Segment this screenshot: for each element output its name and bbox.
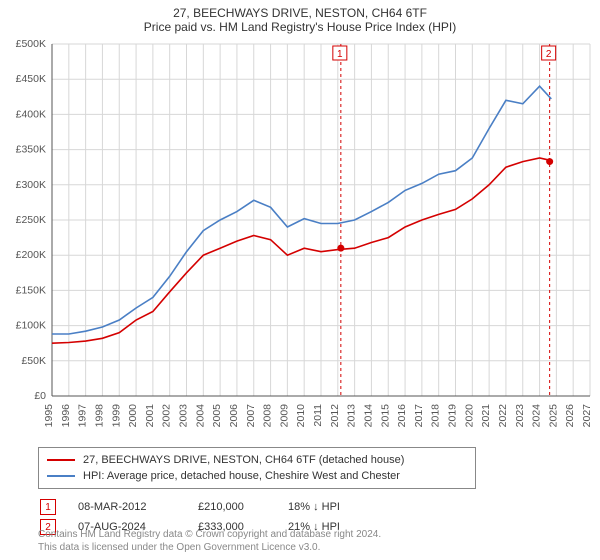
legend-swatch — [47, 475, 75, 477]
svg-text:£50K: £50K — [21, 355, 46, 367]
svg-text:2003: 2003 — [178, 404, 190, 428]
svg-text:£400K: £400K — [16, 108, 46, 120]
svg-text:2010: 2010 — [295, 404, 307, 428]
svg-text:2018: 2018 — [430, 404, 442, 428]
svg-text:2000: 2000 — [127, 404, 139, 428]
svg-text:2005: 2005 — [211, 404, 223, 428]
svg-text:2020: 2020 — [463, 404, 475, 428]
svg-text:2011: 2011 — [312, 404, 324, 427]
svg-text:1997: 1997 — [77, 404, 89, 428]
svg-text:2008: 2008 — [262, 404, 274, 428]
footer-line1: Contains HM Land Registry data © Crown c… — [38, 529, 588, 542]
legend-item-property: 27, BEECHWAYS DRIVE, NESTON, CH64 6TF (d… — [47, 452, 467, 468]
svg-text:£150K: £150K — [16, 284, 46, 296]
svg-text:£200K: £200K — [16, 249, 46, 261]
svg-text:1996: 1996 — [60, 404, 72, 428]
legend-label: 27, BEECHWAYS DRIVE, NESTON, CH64 6TF (d… — [83, 454, 404, 466]
page-subtitle: Price paid vs. HM Land Registry's House … — [0, 20, 600, 36]
chart-area: £0 £50K £100K £150K £200K £250K £300K £350K £400… — [0, 36, 600, 441]
svg-text:£350K: £350K — [16, 144, 46, 156]
svg-text:2026: 2026 — [564, 404, 576, 428]
svg-text:2019: 2019 — [447, 404, 459, 428]
svg-text:2004: 2004 — [194, 404, 206, 428]
svg-text:£300K: £300K — [16, 179, 46, 191]
svg-text:2014: 2014 — [362, 404, 374, 428]
svg-text:1999: 1999 — [110, 404, 122, 428]
svg-text:2007: 2007 — [245, 404, 257, 428]
sale-badge: 1 — [40, 499, 56, 515]
svg-text:£250K: £250K — [16, 214, 46, 226]
sale-date: 08-MAR-2012 — [78, 501, 198, 513]
sale-rel-hpi: 18% ↓ HPI — [288, 501, 408, 513]
svg-text:2002: 2002 — [161, 404, 173, 428]
svg-text:2013: 2013 — [346, 404, 358, 428]
footer: Contains HM Land Registry data © Crown c… — [38, 529, 588, 554]
sale-row: 1 08-MAR-2012£210,00018% ↓ HPI — [40, 497, 600, 517]
svg-text:2017: 2017 — [413, 404, 425, 428]
svg-text:2025: 2025 — [547, 404, 559, 428]
price-chart: £0 £50K £100K £150K £200K £250K £300K £350K £400… — [0, 36, 600, 441]
svg-text:2015: 2015 — [379, 404, 391, 428]
svg-text:£450K: £450K — [16, 73, 46, 85]
svg-text:£0: £0 — [34, 390, 46, 402]
legend-label: HPI: Average price, detached house, Ches… — [83, 470, 400, 482]
svg-text:2021: 2021 — [480, 404, 492, 428]
svg-text:2023: 2023 — [514, 404, 526, 428]
svg-text:£100K: £100K — [16, 320, 46, 332]
svg-text:2016: 2016 — [396, 404, 408, 428]
svg-text:2009: 2009 — [278, 404, 290, 428]
svg-text:1995: 1995 — [43, 404, 55, 428]
svg-text:1: 1 — [337, 49, 343, 60]
svg-text:2012: 2012 — [329, 404, 341, 428]
svg-text:2001: 2001 — [144, 404, 156, 428]
page-title: 27, BEECHWAYS DRIVE, NESTON, CH64 6TF — [0, 0, 600, 20]
svg-text:2: 2 — [546, 49, 552, 60]
svg-text:2027: 2027 — [581, 404, 593, 428]
legend: 27, BEECHWAYS DRIVE, NESTON, CH64 6TF (d… — [38, 447, 476, 489]
svg-text:2022: 2022 — [497, 404, 509, 428]
footer-line2: This data is licensed under the Open Gov… — [38, 542, 588, 555]
svg-text:2024: 2024 — [531, 404, 543, 428]
legend-swatch — [47, 459, 75, 461]
legend-item-hpi: HPI: Average price, detached house, Ches… — [47, 468, 467, 484]
svg-text:1998: 1998 — [93, 404, 105, 428]
svg-text:£500K: £500K — [16, 38, 46, 50]
sale-price: £210,000 — [198, 501, 288, 513]
svg-text:2006: 2006 — [228, 404, 240, 428]
